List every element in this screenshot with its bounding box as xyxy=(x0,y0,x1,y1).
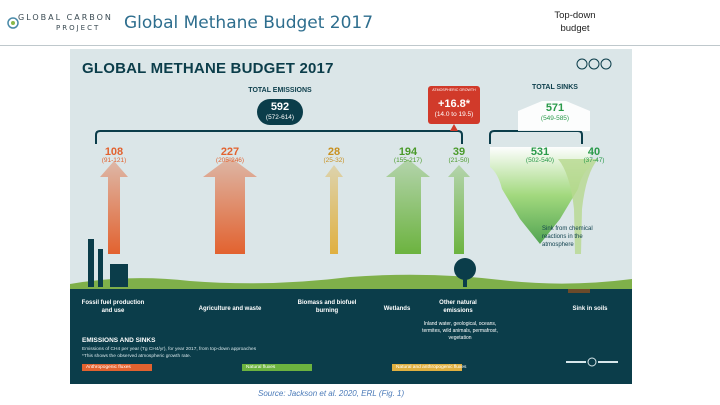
license-icons xyxy=(576,58,612,70)
chemical-sink-value: 531 xyxy=(530,146,550,158)
soil-sink xyxy=(558,159,598,254)
logo-text: GLOBAL CARBON xyxy=(18,13,113,22)
imbalance-box xyxy=(428,86,480,124)
slide-title: Global Methane Budget 2017 xyxy=(124,13,374,33)
infographic-artwork xyxy=(70,86,632,384)
global-carbon-project-logo xyxy=(7,17,19,29)
total-sinks-label: TOTAL SINKS xyxy=(532,84,578,91)
fossil-fuel-value: 108 xyxy=(104,146,124,158)
agriculture-label: Agriculture and waste xyxy=(198,306,262,312)
legend-swatch-natural xyxy=(242,364,312,371)
soil-sink-range: (37-47) xyxy=(583,157,605,164)
legend-title: EMISSIONS AND SINKS xyxy=(82,337,156,344)
fossil-fuel-arrow xyxy=(100,161,128,254)
biomass-arrow xyxy=(325,165,343,254)
biomass-value: 28 xyxy=(327,146,341,158)
other-natural-arrow xyxy=(448,165,470,254)
legend-swatch-anthropogenic xyxy=(82,364,152,371)
ground-band xyxy=(70,289,632,384)
imbalance-value: +16.8* xyxy=(437,98,471,110)
legend-label-anthropogenic: Anthropogenic fluxes xyxy=(86,365,131,370)
agriculture-range: (205-246) xyxy=(215,157,245,164)
soil-sink-label: Sink in soils xyxy=(572,306,608,312)
logo-subtext: PROJECT xyxy=(56,24,101,32)
atmospheric-sink xyxy=(490,147,590,244)
sinks-bracket xyxy=(489,130,583,144)
total-sinks-range: (549-585) xyxy=(540,115,570,122)
gcp-footer-logo xyxy=(566,357,618,367)
infographic-title: GLOBAL METHANE BUDGET 2017 xyxy=(82,60,334,77)
soil-sink-value: 40 xyxy=(587,146,601,158)
fossil-fuel-range: (91-121) xyxy=(101,157,127,164)
other-natural-detail: Inland water, geological, oceans, termit… xyxy=(422,321,498,341)
other-natural-label: Other natural emissions xyxy=(439,300,477,314)
biomass-range: (25-32) xyxy=(323,157,345,164)
legend-label-mixed: Natural and anthropogenic fluxes xyxy=(396,365,467,370)
wetlands-label: Wetlands xyxy=(383,306,411,312)
header-divider xyxy=(0,45,720,46)
imbalance-label: ATMOSPHERIC GROWTH xyxy=(432,88,476,92)
source-caption: Source: Jackson et al. 2020, ERL (Fig. 1… xyxy=(258,389,405,398)
legend-note-2: *This shows the observed atmospheric gro… xyxy=(82,354,192,359)
other-natural-value: 39 xyxy=(452,146,466,158)
emissions-bracket xyxy=(95,130,463,144)
methane-budget-infographic: GLOBAL METHANE BUDGET 2017 TOTAL EMISSIO… xyxy=(70,49,632,384)
total-emissions-label: TOTAL EMISSIONS xyxy=(248,87,312,94)
legend-swatch-mixed xyxy=(392,364,462,371)
biomass-label: Biomass and biofuel burning xyxy=(297,300,357,314)
wetlands-value: 194 xyxy=(398,146,418,158)
other-natural-range: (21-50) xyxy=(448,157,470,164)
wetlands-range: (155-217) xyxy=(393,157,423,164)
total-emissions-badge xyxy=(257,99,303,125)
legend-label-natural: Natural fluxes xyxy=(246,365,276,370)
side-note: Top-down budget xyxy=(554,10,596,34)
chemical-sink-range: (502-540) xyxy=(525,157,555,164)
agriculture-value: 227 xyxy=(220,146,240,158)
chemical-sink-label: Sink from chemical reactions in the atmo… xyxy=(542,226,593,248)
fossil-fuel-label: Fossil fuel production and use xyxy=(81,300,145,314)
agriculture-arrow xyxy=(203,157,257,254)
legend-note-1: Emissions of CH4 per year (Tg CH4/yr), f… xyxy=(82,347,257,352)
imbalance-range: (14.0 to 19.5) xyxy=(434,111,474,118)
total-emissions-value: 592 xyxy=(270,101,290,113)
wetlands-arrow xyxy=(386,159,430,254)
total-sinks-value: 571 xyxy=(545,102,565,114)
total-emissions-range: (572-614) xyxy=(265,114,295,121)
